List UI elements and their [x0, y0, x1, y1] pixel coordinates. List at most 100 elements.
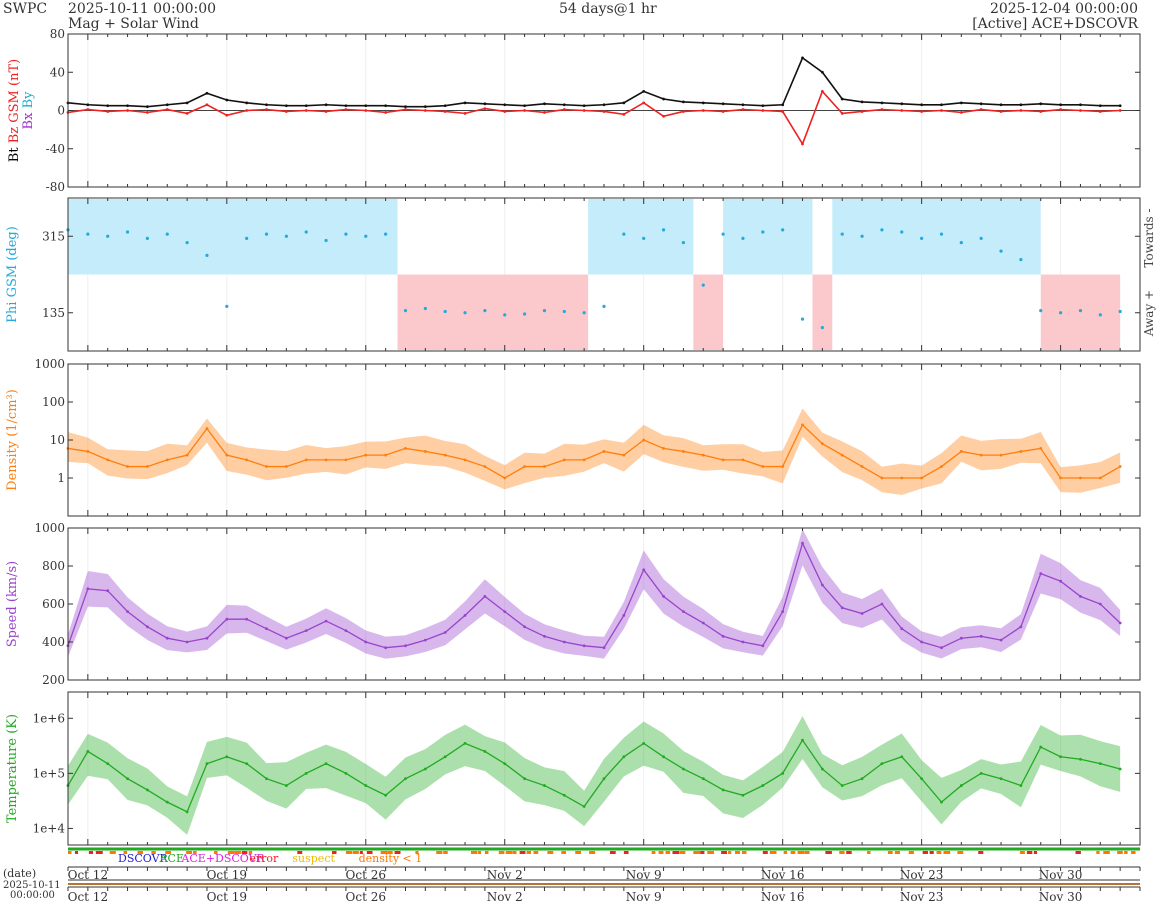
data-point-density-0-12: [304, 458, 308, 462]
data-point-speed-0-2: [106, 589, 110, 593]
phi-sector-4: [723, 199, 813, 275]
data-point-mag-1-4: [146, 111, 149, 114]
data-point-temperature-0-31: [682, 767, 685, 771]
data-point-mag-1-28: [622, 112, 626, 116]
data-point-mag-0-51: [1079, 103, 1082, 107]
legend-item-3: error: [249, 852, 279, 865]
panel-mag: 80 40 0 -40 -80 Bt Bz GSM (nT) Bx By: [7, 27, 1141, 194]
data-point-mag-0-26: [582, 104, 586, 108]
data-point-density-0-49: [1039, 447, 1043, 450]
data-point-temperature-0-24: [543, 784, 546, 787]
xtick-top-7: Nov 30: [1039, 868, 1083, 882]
xtick-bottom-2: Oct 26: [346, 890, 386, 904]
data-point-mag-0-35: [761, 104, 765, 108]
data-point-speed-0-14: [344, 629, 348, 632]
data-point-temperature-0-36: [781, 771, 785, 775]
start-time-label: 2025-10-11 00:00:00: [68, 1, 217, 17]
data-point-mag-0-15: [364, 104, 368, 108]
data-point-speed-0-7: [205, 636, 209, 640]
series-line-mag-0: [67, 56, 1121, 108]
data-point-mag-1-45: [959, 111, 963, 114]
data-point-density-0-6: [185, 453, 189, 457]
data-point-temperature-0-13: [324, 762, 328, 766]
data-point-mag-1-12: [304, 109, 308, 112]
data-point-mag-1-7: [205, 103, 209, 107]
data-point-density-0-4: [146, 465, 149, 468]
data-point-speed-0-5: [165, 636, 169, 640]
data-point-speed-0-11: [284, 636, 288, 640]
data-point-density-0-5: [165, 458, 169, 462]
data-point-mag-1-49: [1039, 110, 1043, 113]
data-point-temperature-0-50: [1059, 755, 1062, 759]
xtick-top-5: Nov 16: [761, 868, 805, 882]
ytick-mag-1: 40: [50, 65, 65, 79]
ylabel-phi: Phi GSM (deg): [5, 226, 20, 323]
data-point-mag-0-8: [225, 98, 229, 102]
data-point-temperature-0-38: [820, 767, 824, 771]
data-point-density-0-53: [1118, 465, 1122, 468]
data-point-density-0-46: [979, 453, 983, 457]
xtick-top-1: Oct 19: [207, 868, 247, 882]
data-point-phi-0-9: [245, 236, 249, 240]
data-point-mag-0-20: [463, 101, 467, 105]
data-point-mag-0-18: [423, 105, 427, 109]
data-point-mag-1-19: [443, 110, 447, 113]
data-point-temperature-0-20: [463, 741, 467, 745]
data-point-mag-0-5: [165, 103, 169, 107]
data-point-mag-0-16: [384, 104, 388, 108]
data-point-density-0-8: [225, 453, 229, 457]
data-point-phi-0-52: [1098, 313, 1102, 317]
data-point-phi-0-11: [284, 234, 288, 238]
data-point-temperature-0-27: [602, 777, 606, 781]
data-point-density-0-17: [404, 447, 407, 450]
data-point-mag-1-26: [582, 109, 586, 112]
data-point-speed-0-44: [940, 646, 943, 650]
data-point-temperature-0-45: [959, 784, 963, 787]
data-point-phi-0-17: [403, 309, 408, 313]
date-label: (date): [3, 867, 36, 880]
data-point-speed-0-38: [820, 583, 824, 587]
data-point-phi-0-53: [1118, 309, 1122, 314]
data-point-mag-1-9: [245, 109, 249, 112]
data-point-mag-0-9: [245, 101, 249, 105]
data-point-phi-0-8: [225, 304, 229, 308]
data-point-temperature-0-51: [1079, 757, 1082, 761]
data-point-density-0-40: [860, 465, 864, 468]
data-point-phi-0-13: [324, 238, 328, 243]
data-point-mag-1-37: [801, 142, 804, 146]
data-point-temperature-0-28: [622, 755, 626, 759]
data-point-mag-0-29: [642, 89, 646, 93]
panel-speed: 1000 800 600 400 200 Speed (km/s): [5, 521, 1141, 687]
data-point-temperature-0-18: [423, 767, 427, 771]
data-point-phi-0-21: [483, 309, 487, 313]
data-point-mag-1-41: [880, 108, 884, 111]
data-point-mag-0-12: [304, 104, 308, 108]
data-point-density-0-10: [265, 465, 268, 468]
data-point-speed-0-10: [265, 627, 268, 631]
data-point-density-0-7: [205, 427, 209, 430]
series-line-speed-0: [67, 541, 1121, 649]
data-point-mag-1-11: [284, 110, 288, 113]
data-point-mag-0-39: [840, 97, 844, 101]
data-point-density-0-52: [1098, 476, 1102, 480]
data-point-mag-1-2: [106, 110, 110, 113]
data-point-speed-0-34: [741, 640, 745, 644]
phi-sector-6: [832, 199, 1041, 275]
data-point-temperature-0-37: [801, 738, 804, 742]
data-point-density-0-21: [483, 465, 487, 468]
xtick-top-6: Nov 23: [900, 868, 944, 882]
data-point-mag-1-16: [384, 111, 388, 114]
data-point-density-0-39: [840, 453, 844, 457]
data-point-mag-0-46: [979, 102, 983, 106]
phi-sector-0: [68, 199, 398, 275]
data-point-speed-0-28: [622, 614, 626, 617]
data-point-speed-0-17: [404, 644, 407, 648]
data-point-speed-0-20: [463, 614, 467, 617]
data-point-speed-0-12: [304, 629, 308, 632]
data-point-phi-0-51: [1078, 309, 1083, 313]
data-point-density-0-51: [1079, 476, 1082, 480]
data-point-temperature-0-16: [384, 793, 388, 797]
data-point-temperature-0-15: [364, 784, 368, 787]
data-point-phi-0-26: [582, 311, 586, 315]
data-point-phi-0-27: [602, 304, 606, 308]
